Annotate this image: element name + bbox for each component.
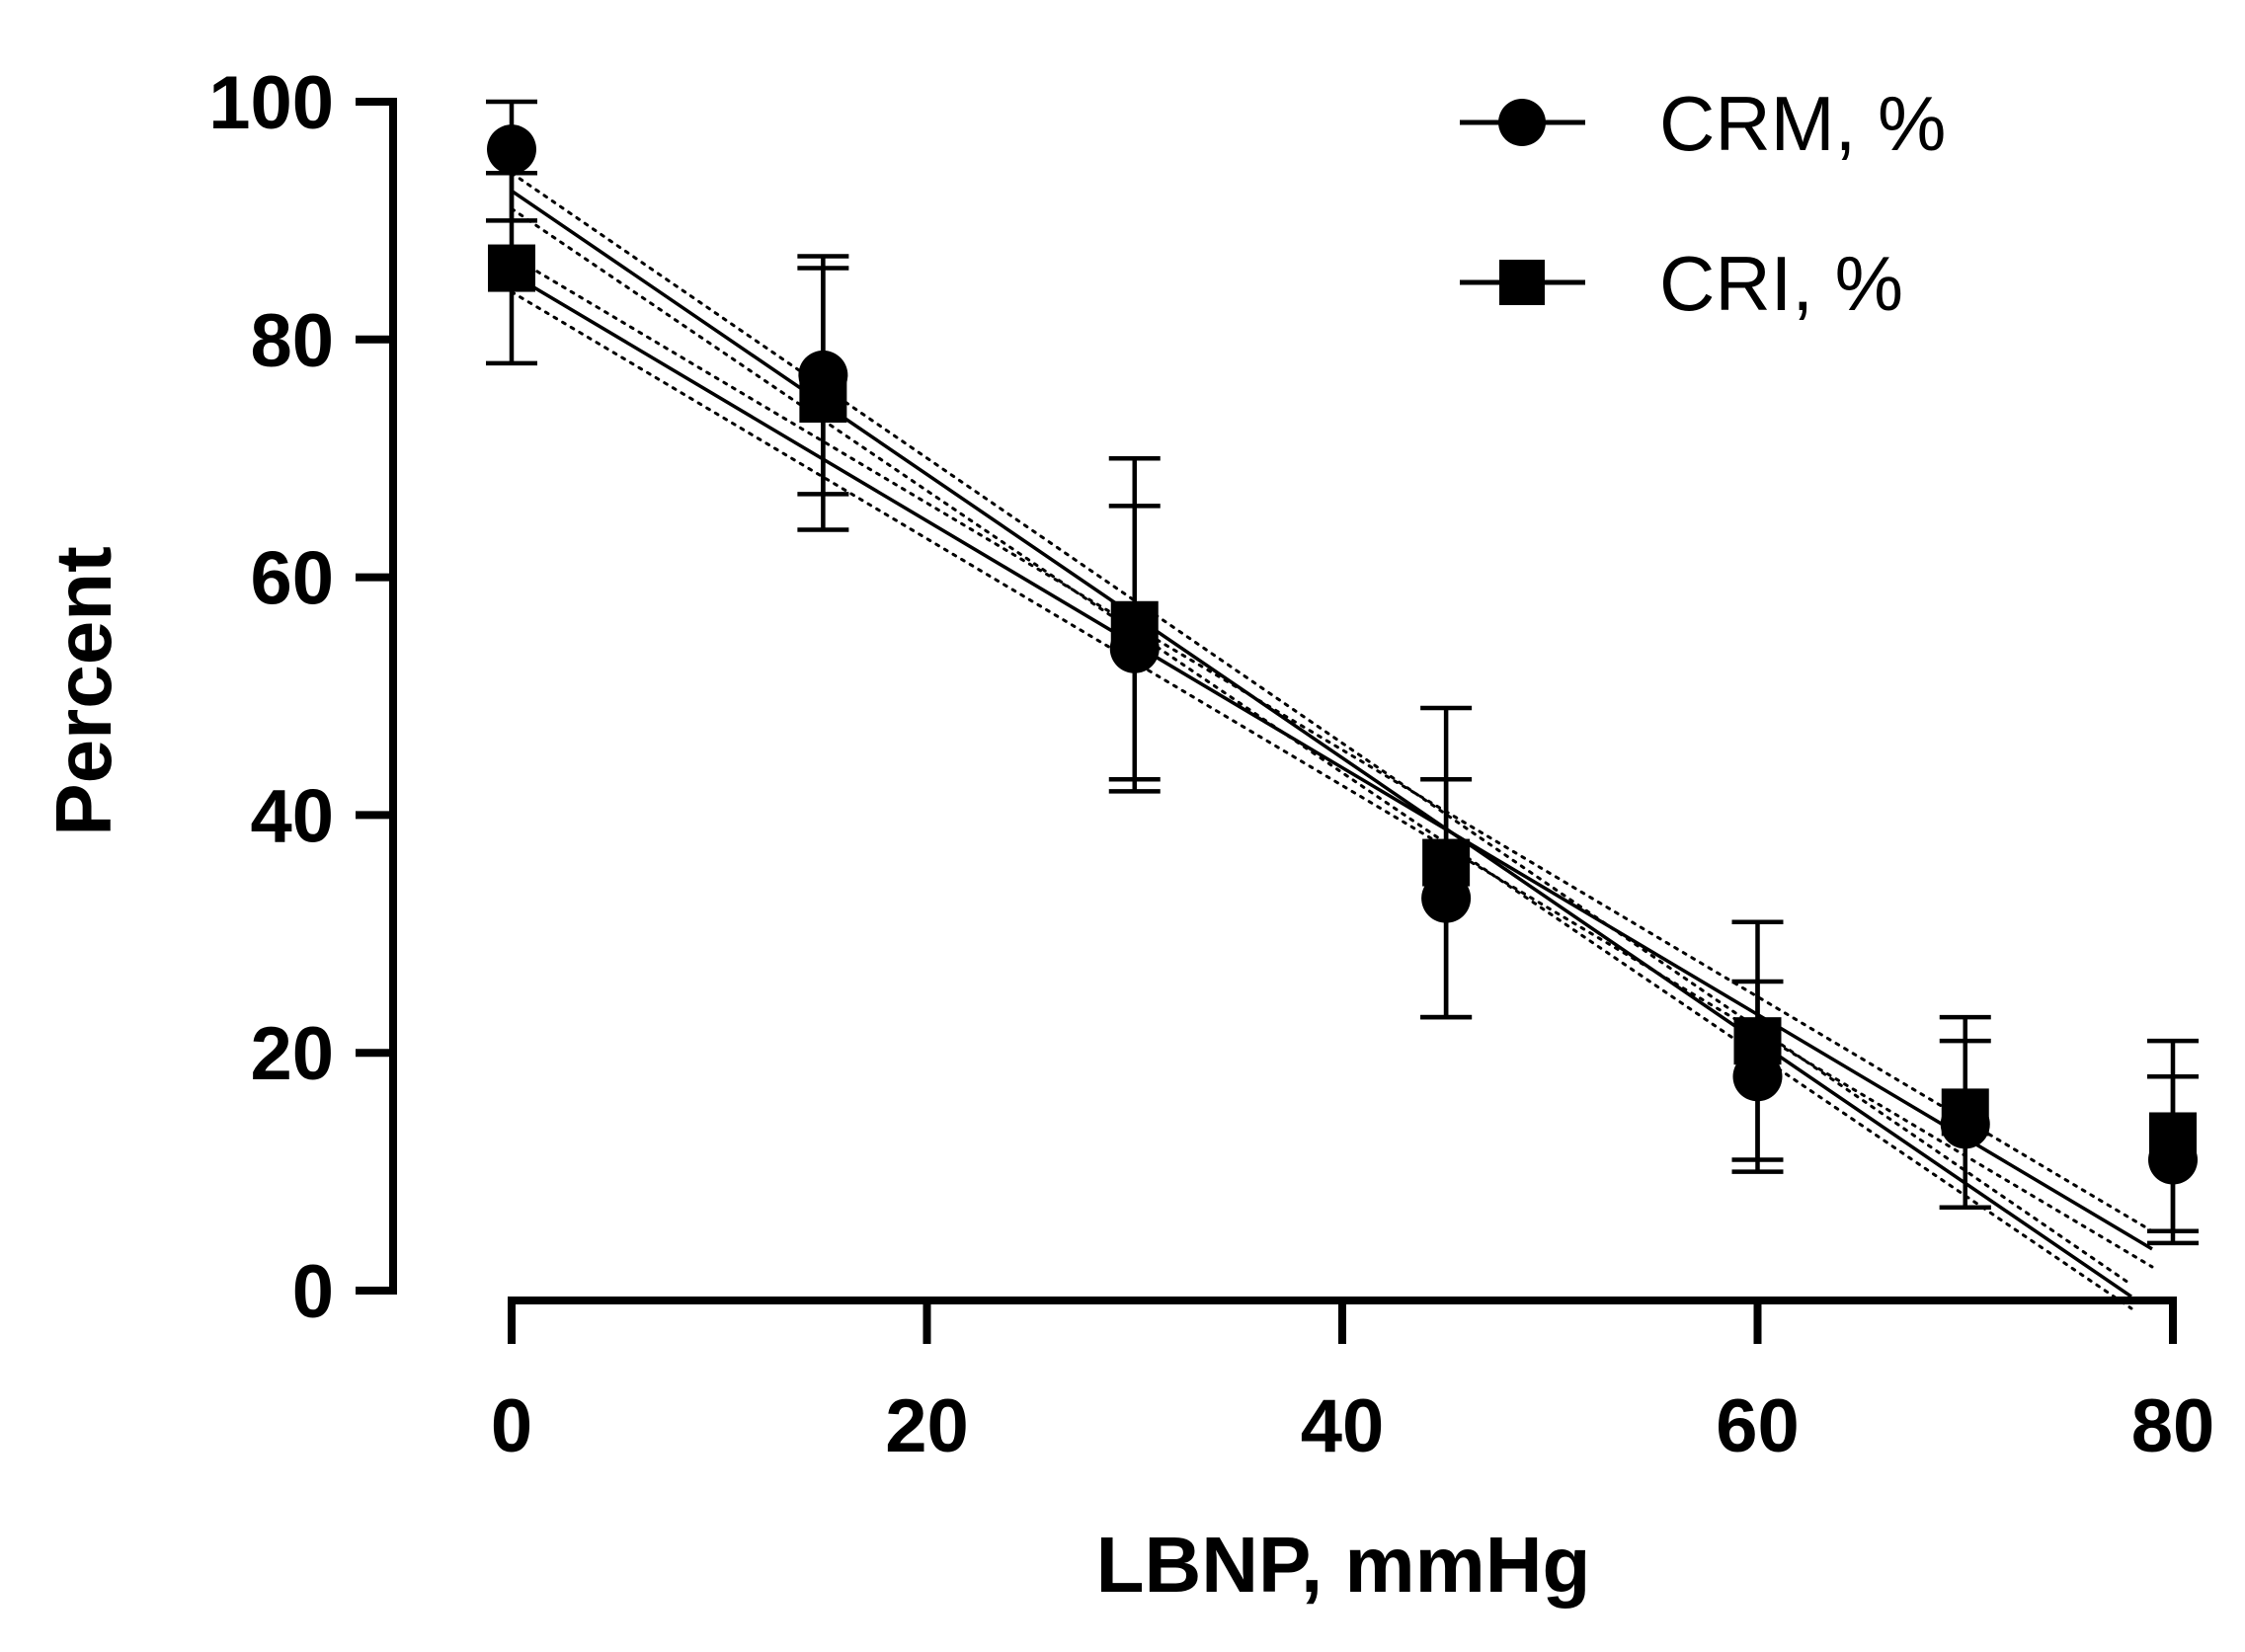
x-tick-label: 80 (2131, 1384, 2215, 1468)
legend-cri-square-icon (1499, 260, 1545, 305)
x-tick-label: 0 (491, 1384, 532, 1468)
legend-cri-label: CRI, % (1659, 240, 1903, 327)
crm-ci-lower-line (510, 206, 2133, 1310)
x-axis-title: LBNP, mmHg (1096, 1521, 1591, 1609)
y-tick-label: 60 (250, 537, 334, 621)
y-tick-label: 20 (250, 1012, 334, 1096)
x-tick-label: 20 (885, 1384, 969, 1468)
cri-fit-line (511, 273, 2153, 1251)
x-tick-label: 60 (1716, 1384, 1800, 1468)
axes: 0 20 40 60 80 100 0 20 40 60 80 (208, 61, 2214, 1468)
cri-data-point (2149, 1112, 2197, 1160)
y-tick-label: 0 (292, 1250, 334, 1334)
y-tick-label: 80 (250, 299, 334, 383)
cri-data-point (1110, 600, 1159, 649)
crm-ci-upper-line (510, 171, 2133, 1287)
y-tick-label: 40 (250, 774, 334, 858)
y-tick-label: 100 (208, 61, 334, 145)
cri-data-point (488, 244, 535, 292)
cri-data-point (1941, 1088, 1989, 1137)
cri-data-point (1733, 1017, 1782, 1065)
legend-crm-label: CRM, % (1659, 80, 1946, 167)
cri-data-point (799, 375, 847, 423)
legend: CRM, % CRI, % (1460, 80, 1946, 327)
cri-data-point (1422, 838, 1471, 887)
x-tick-label: 40 (1301, 1384, 1385, 1468)
cri-ci-lower-line (510, 290, 2154, 1269)
plot-area (486, 99, 2199, 1310)
crm-data-point (487, 124, 536, 175)
cri-ci-upper-line (510, 255, 2154, 1233)
legend-crm-circle-icon (1498, 99, 1546, 146)
y-axis-title: Percent (40, 546, 127, 835)
crm-fit-line (511, 189, 2132, 1298)
